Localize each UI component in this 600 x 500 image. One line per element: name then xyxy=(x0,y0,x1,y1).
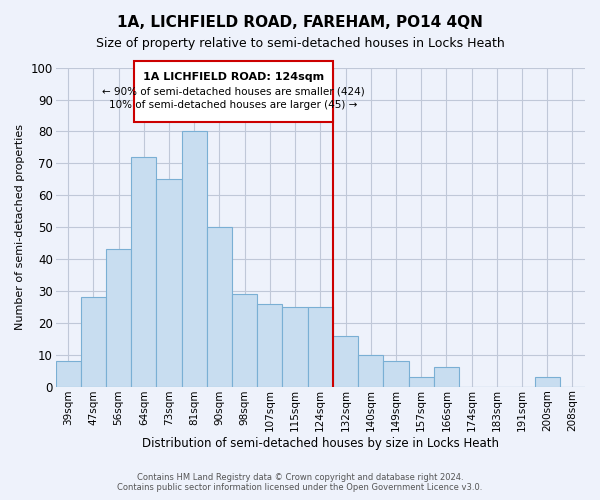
Bar xyxy=(157,180,182,386)
X-axis label: Distribution of semi-detached houses by size in Locks Heath: Distribution of semi-detached houses by … xyxy=(142,437,499,450)
Text: Size of property relative to semi-detached houses in Locks Heath: Size of property relative to semi-detach… xyxy=(95,38,505,51)
Bar xyxy=(333,336,358,386)
Text: 10% of semi-detached houses are larger (45) →: 10% of semi-detached houses are larger (… xyxy=(109,100,358,110)
Bar xyxy=(409,377,434,386)
Bar xyxy=(131,157,157,386)
Bar xyxy=(434,368,459,386)
Bar xyxy=(535,377,560,386)
Text: Contains HM Land Registry data © Crown copyright and database right 2024.
Contai: Contains HM Land Registry data © Crown c… xyxy=(118,473,482,492)
Bar xyxy=(358,354,383,386)
Bar xyxy=(106,250,131,386)
Bar xyxy=(182,132,207,386)
Bar xyxy=(207,227,232,386)
Y-axis label: Number of semi-detached properties: Number of semi-detached properties xyxy=(15,124,25,330)
Bar xyxy=(283,307,308,386)
Bar xyxy=(257,304,283,386)
Text: 1A LICHFIELD ROAD: 124sqm: 1A LICHFIELD ROAD: 124sqm xyxy=(143,72,324,83)
FancyBboxPatch shape xyxy=(134,62,333,122)
Bar xyxy=(383,361,409,386)
Bar xyxy=(81,298,106,386)
Text: 1A, LICHFIELD ROAD, FAREHAM, PO14 4QN: 1A, LICHFIELD ROAD, FAREHAM, PO14 4QN xyxy=(117,15,483,30)
Text: ← 90% of semi-detached houses are smaller (424): ← 90% of semi-detached houses are smalle… xyxy=(102,87,365,97)
Bar xyxy=(232,294,257,386)
Bar xyxy=(308,307,333,386)
Bar xyxy=(56,361,81,386)
